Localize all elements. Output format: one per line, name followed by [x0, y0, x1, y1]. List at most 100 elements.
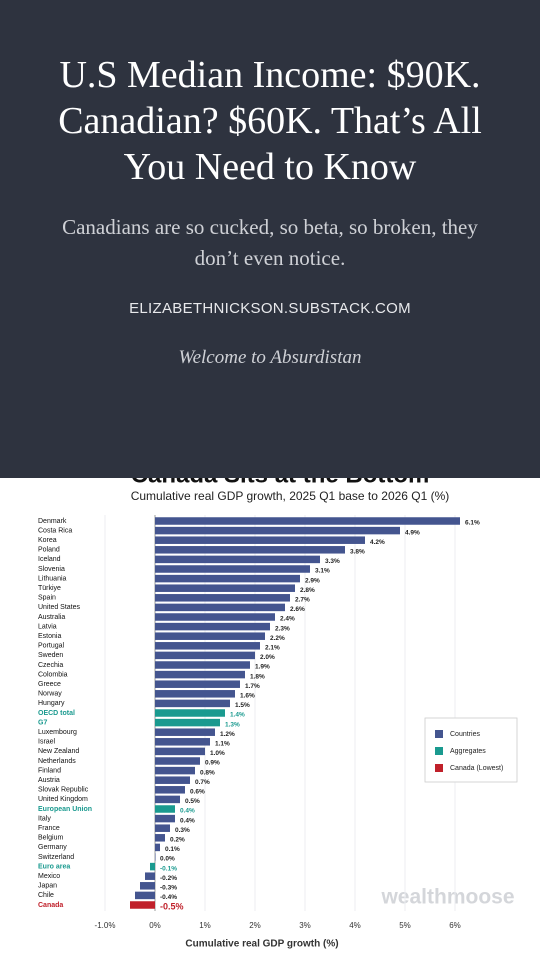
bar: [155, 728, 215, 736]
watermark: wealthmoose: [380, 886, 514, 909]
value-label: 0.9%: [205, 760, 220, 767]
value-label: 0.5%: [185, 798, 200, 805]
chart: Canada Sits at the Bottom Cumulative rea…: [38, 478, 518, 950]
bar: [150, 862, 155, 871]
bar: [155, 709, 225, 717]
y-tick-label: Denmark: [38, 518, 67, 525]
value-label: 4.2%: [370, 539, 385, 546]
y-tick-label: United Kingdom: [38, 796, 88, 803]
bar: [155, 680, 240, 688]
y-tick-label: New Zealand: [38, 748, 79, 755]
bar: [155, 594, 290, 602]
value-label: 0.7%: [195, 779, 210, 786]
bar: [135, 891, 155, 900]
y-tick-label: Italy: [38, 815, 51, 822]
bar: [130, 901, 155, 909]
y-tick-label: Iceland: [38, 556, 61, 563]
value-label: 3.1%: [315, 568, 330, 575]
legend-label: Countries: [450, 731, 480, 738]
value-label: -0.3%: [160, 885, 177, 892]
bar: [155, 584, 295, 592]
bar: [155, 517, 460, 525]
x-tick-label: 0%: [149, 921, 161, 930]
x-tick-label: 5%: [399, 921, 411, 930]
legend-swatch: [435, 747, 443, 755]
value-label: 1.7%: [245, 683, 260, 690]
value-label: 2.9%: [305, 577, 320, 584]
y-tick-label: Slovak Republic: [38, 787, 89, 794]
y-tick-label: Czechia: [38, 662, 63, 669]
y-tick-label: Finland: [38, 767, 61, 774]
y-tick-label: European Union: [38, 806, 92, 813]
bar: [155, 738, 210, 746]
bar: [155, 574, 300, 583]
bar: [155, 622, 270, 631]
y-tick-label: Germany: [38, 844, 67, 851]
site-url[interactable]: ELIZABETHNICKSON.SUBSTACK.COM: [129, 300, 411, 317]
value-label: 2.3%: [275, 625, 290, 632]
bar: [140, 882, 155, 890]
value-label: 4.9%: [405, 529, 420, 536]
value-label: 2.1%: [265, 645, 280, 652]
value-label: 0.3%: [175, 827, 190, 834]
y-tick-label: Switzerland: [38, 854, 74, 861]
bar: [155, 805, 175, 813]
y-tick-label: Colombia: [38, 671, 68, 678]
value-label: 0.2%: [170, 837, 185, 844]
bar: [155, 776, 190, 784]
value-label: 1.4%: [230, 712, 245, 719]
y-tick-label: Luxembourg: [38, 729, 77, 736]
y-tick-label: Australia: [38, 614, 65, 621]
value-label: 1.5%: [235, 702, 250, 709]
bar: [155, 757, 200, 765]
bar: [155, 834, 165, 842]
chart-subtitle: Cumulative real GDP growth, 2025 Q1 base…: [131, 489, 450, 503]
value-label: 2.7%: [295, 597, 310, 604]
y-tick-label: France: [38, 825, 60, 832]
bar: [155, 718, 220, 727]
bar: [155, 632, 265, 640]
x-tick-label: 6%: [449, 921, 461, 930]
value-label: -0.5%: [160, 901, 184, 911]
value-label: 0.6%: [190, 789, 205, 796]
tagline: Welcome to Absurdistan: [178, 347, 362, 368]
y-tick-label: Estonia: [38, 633, 61, 640]
bar: [155, 853, 156, 861]
bar: [155, 642, 260, 650]
bar: [155, 536, 365, 544]
bar: [155, 526, 400, 535]
value-label: 2.6%: [290, 606, 305, 613]
value-label: 6.1%: [465, 520, 480, 527]
y-tick-label: Spain: [38, 595, 56, 602]
bar: [155, 699, 230, 708]
value-label: 1.2%: [220, 731, 235, 738]
legend-label: Canada (Lowest): [450, 765, 503, 772]
x-tick-label: 2%: [249, 921, 261, 930]
y-tick-label: Japan: [38, 883, 57, 890]
x-tick-label: 1%: [199, 921, 211, 930]
value-label: 0.1%: [165, 846, 180, 853]
bar: [155, 603, 285, 612]
bar: [155, 824, 170, 832]
y-tick-label: Hungary: [38, 700, 65, 707]
post-title: U.S Median Income: $90K. Canadian? $60K.…: [58, 54, 482, 188]
y-tick-label: Euro area: [38, 863, 70, 870]
bar: [155, 747, 205, 756]
y-tick-label: Netherlands: [38, 758, 76, 765]
value-label: 0.4%: [180, 808, 195, 815]
bar: [155, 786, 185, 794]
value-label: 1.6%: [240, 693, 255, 700]
value-label: 2.2%: [270, 635, 285, 642]
y-tick-label: United States: [38, 604, 81, 611]
y-tick-label: Türkiye: [38, 585, 61, 592]
bar: [155, 555, 320, 564]
legend-label: Aggregates: [450, 748, 486, 755]
x-tick-label: 3%: [299, 921, 311, 930]
value-label: -0.2%: [160, 875, 177, 882]
y-tick-label: G7: [38, 719, 47, 726]
value-label: 3.8%: [350, 549, 365, 556]
post-subtitle: Canadians are so cucked, so beta, so bro…: [62, 215, 478, 270]
y-tick-label: Costa Rica: [38, 527, 72, 534]
bar: [155, 546, 345, 554]
